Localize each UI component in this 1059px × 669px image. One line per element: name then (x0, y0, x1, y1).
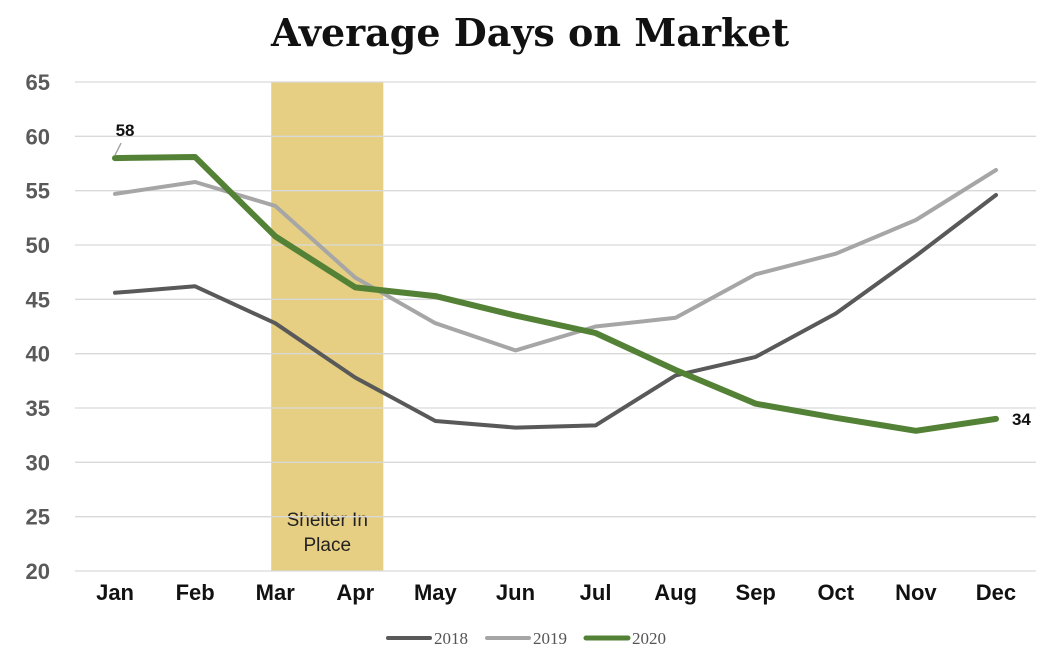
gridlines (75, 81, 1036, 572)
x-tick-may: May (414, 580, 458, 605)
band-label-line-1: Shelter In (287, 510, 368, 531)
y-tick-30: 30 (26, 450, 50, 475)
x-tick-feb: Feb (176, 580, 215, 605)
series-line-2020 (112, 154, 999, 434)
series-line-2019 (113, 168, 998, 353)
y-tick-20: 20 (26, 559, 50, 584)
shelter-in-place-band (271, 82, 384, 571)
x-tick-apr: Apr (336, 580, 374, 605)
legend: 2018 2019 2020 (386, 629, 666, 648)
x-tick-jan: Jan (96, 580, 134, 605)
x-tick-oct: Oct (817, 580, 854, 605)
series-lines (112, 154, 999, 434)
x-axis-ticks: Jan Feb Mar Apr May Jun Jul Aug Sep Oct Nov Dec (96, 580, 1016, 605)
x-tick-jul: Jul (580, 580, 612, 605)
shelter-in-place-band-group: Shelter In Place (271, 82, 384, 571)
y-tick-55: 55 (26, 179, 50, 204)
legend-label-2019: 2019 (533, 629, 567, 648)
band-label-line-2: Place (303, 535, 351, 556)
y-tick-25: 25 (26, 505, 50, 530)
legend-label-2020: 2020 (632, 629, 666, 648)
data-label-2020-jan: 58 (116, 121, 135, 140)
y-tick-35: 35 (26, 396, 50, 421)
y-tick-40: 40 (26, 342, 50, 367)
x-tick-sep: Sep (736, 580, 776, 605)
x-tick-dec: Dec (976, 580, 1016, 605)
x-tick-mar: Mar (256, 580, 296, 605)
x-tick-jun: Jun (496, 580, 535, 605)
x-tick-aug: Aug (654, 580, 697, 605)
y-tick-65: 65 (26, 70, 50, 95)
data-label-2020-dec: 34 (1012, 410, 1031, 429)
x-tick-nov: Nov (895, 580, 937, 605)
y-tick-45: 45 (26, 287, 50, 312)
y-tick-50: 50 (26, 233, 50, 258)
legend-label-2018: 2018 (434, 629, 468, 648)
y-axis-ticks: 20 25 30 35 40 45 50 55 60 65 (26, 70, 50, 584)
data-labels: 58 34 (114, 121, 1031, 429)
chart-title: Average Days on Market (270, 10, 790, 55)
data-label-leader (114, 142, 122, 156)
series-line-2018 (113, 193, 998, 430)
y-tick-60: 60 (26, 124, 50, 149)
